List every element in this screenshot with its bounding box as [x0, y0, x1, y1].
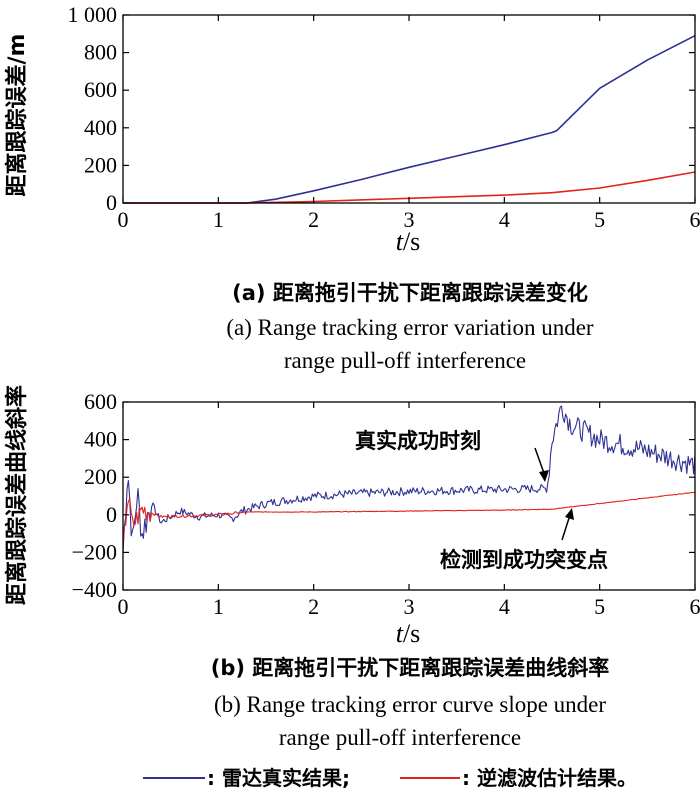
chart-a-xtick-label: 2: [308, 207, 319, 232]
chart-b-ytick-label: 200: [84, 464, 117, 489]
chart-a-ytick-label: 600: [84, 77, 117, 102]
chart-b-xlabel-unit: /s: [403, 619, 420, 648]
chart-a-ytick-label: 1 000: [68, 2, 118, 27]
chart-b-xlabel-var: t: [396, 619, 404, 648]
chart-b-caption-en-1: (b) Range tracking error curve slope und…: [214, 692, 606, 717]
chart-b-series-filter: [122, 491, 696, 546]
chart-a-xlabel: t/s: [396, 227, 421, 256]
chart-a-ytick-label: 400: [84, 115, 117, 140]
annotation-detected-point-arrow: [561, 514, 571, 541]
chart-b-lines: [122, 405, 696, 553]
chart-a: 0 1 2 3 4 5 6 0 200 400 600 800 1 000 距离跟踪误差/m t/s (…: [4, 2, 700, 373]
annotation-detected-point: 检测到成功突变点: [440, 548, 608, 572]
chart-a-ytick-label: 800: [84, 40, 117, 65]
chart-a-ytick-label: 0: [106, 190, 117, 215]
chart-a-caption-en-1: (a) Range tracking error variation under: [226, 315, 594, 340]
chart-a-axes: 0 1 2 3 4 5 6 0 200 400 600 800 1 000: [68, 2, 700, 232]
annotation-detected-point-arrowhead: [565, 508, 574, 520]
chart-b-ytick-label: −400: [72, 577, 117, 602]
chart-a-xtick-label: 6: [690, 207, 700, 232]
chart-b-xtick-label: 2: [308, 594, 319, 619]
chart-b-ytick-label: 400: [84, 427, 117, 452]
annotation-true-moment-arrowhead: [539, 470, 549, 482]
chart-a-xtick-label: 5: [594, 207, 605, 232]
chart-b-caption-en-2: range pull-off interference: [279, 725, 521, 750]
chart-b-ylabel: 距离跟踪误差曲线斜率: [4, 385, 30, 605]
chart-b-series-radar: [122, 405, 696, 553]
chart-a-series-radar: [123, 34, 696, 204]
chart-b-xtick-label: 0: [118, 594, 129, 619]
chart-a-xtick-label: 3: [404, 207, 415, 232]
chart-a-xlabel-unit: /s: [403, 227, 420, 256]
chart-b: 0 1 2 3 4 5 6 −400 −200 0 200 400 600 距离跟踪误差曲线斜率 t/s…: [4, 385, 700, 750]
chart-b-xlabel: t/s: [396, 619, 421, 648]
chart-b-xtick-label: 5: [594, 594, 605, 619]
chart-a-ytick-label: 200: [84, 152, 117, 177]
chart-a-frame: [122, 14, 696, 204]
chart-b-xtick-label: 4: [499, 594, 510, 619]
chart-b-axes: 0 1 2 3 4 5 6 −400 −200 0 200 400 600: [72, 389, 700, 619]
chart-b-xtick-label: 6: [690, 594, 700, 619]
chart-b-ytick-label: −200: [72, 539, 117, 564]
chart-a-caption-en-2: range pull-off interference: [284, 348, 526, 373]
chart-b-xtick-label: 3: [404, 594, 415, 619]
chart-a-xlabel-var: t: [396, 227, 404, 256]
chart-a-ylabel: 距离跟踪误差/m: [4, 34, 30, 197]
chart-a-caption-cn: (a) 距离拖引干扰下距离跟踪误差变化: [232, 281, 588, 305]
legend-filter-label: : 逆滤波估计结果。: [462, 766, 637, 790]
chart-b-ytick-label: 600: [84, 389, 117, 414]
chart-b-xtick-label: 1: [213, 594, 224, 619]
chart-a-xtick-label: 1: [213, 207, 224, 232]
chart-b-caption-cn: (b) 距离拖引干扰下距离跟踪误差曲线斜率: [211, 656, 610, 680]
legend-radar-label: : 雷达真实结果;: [207, 766, 350, 790]
chart-a-xtick-label: 4: [499, 207, 510, 232]
chart-b-ytick-label: 0: [106, 502, 117, 527]
chart-a-xtick-label: 0: [118, 207, 129, 232]
chart-a-lines: [123, 34, 696, 204]
legend: : 雷达真实结果; : 逆滤波估计结果。: [143, 766, 637, 790]
annotation-true-moment: 真实成功时刻: [355, 429, 481, 453]
